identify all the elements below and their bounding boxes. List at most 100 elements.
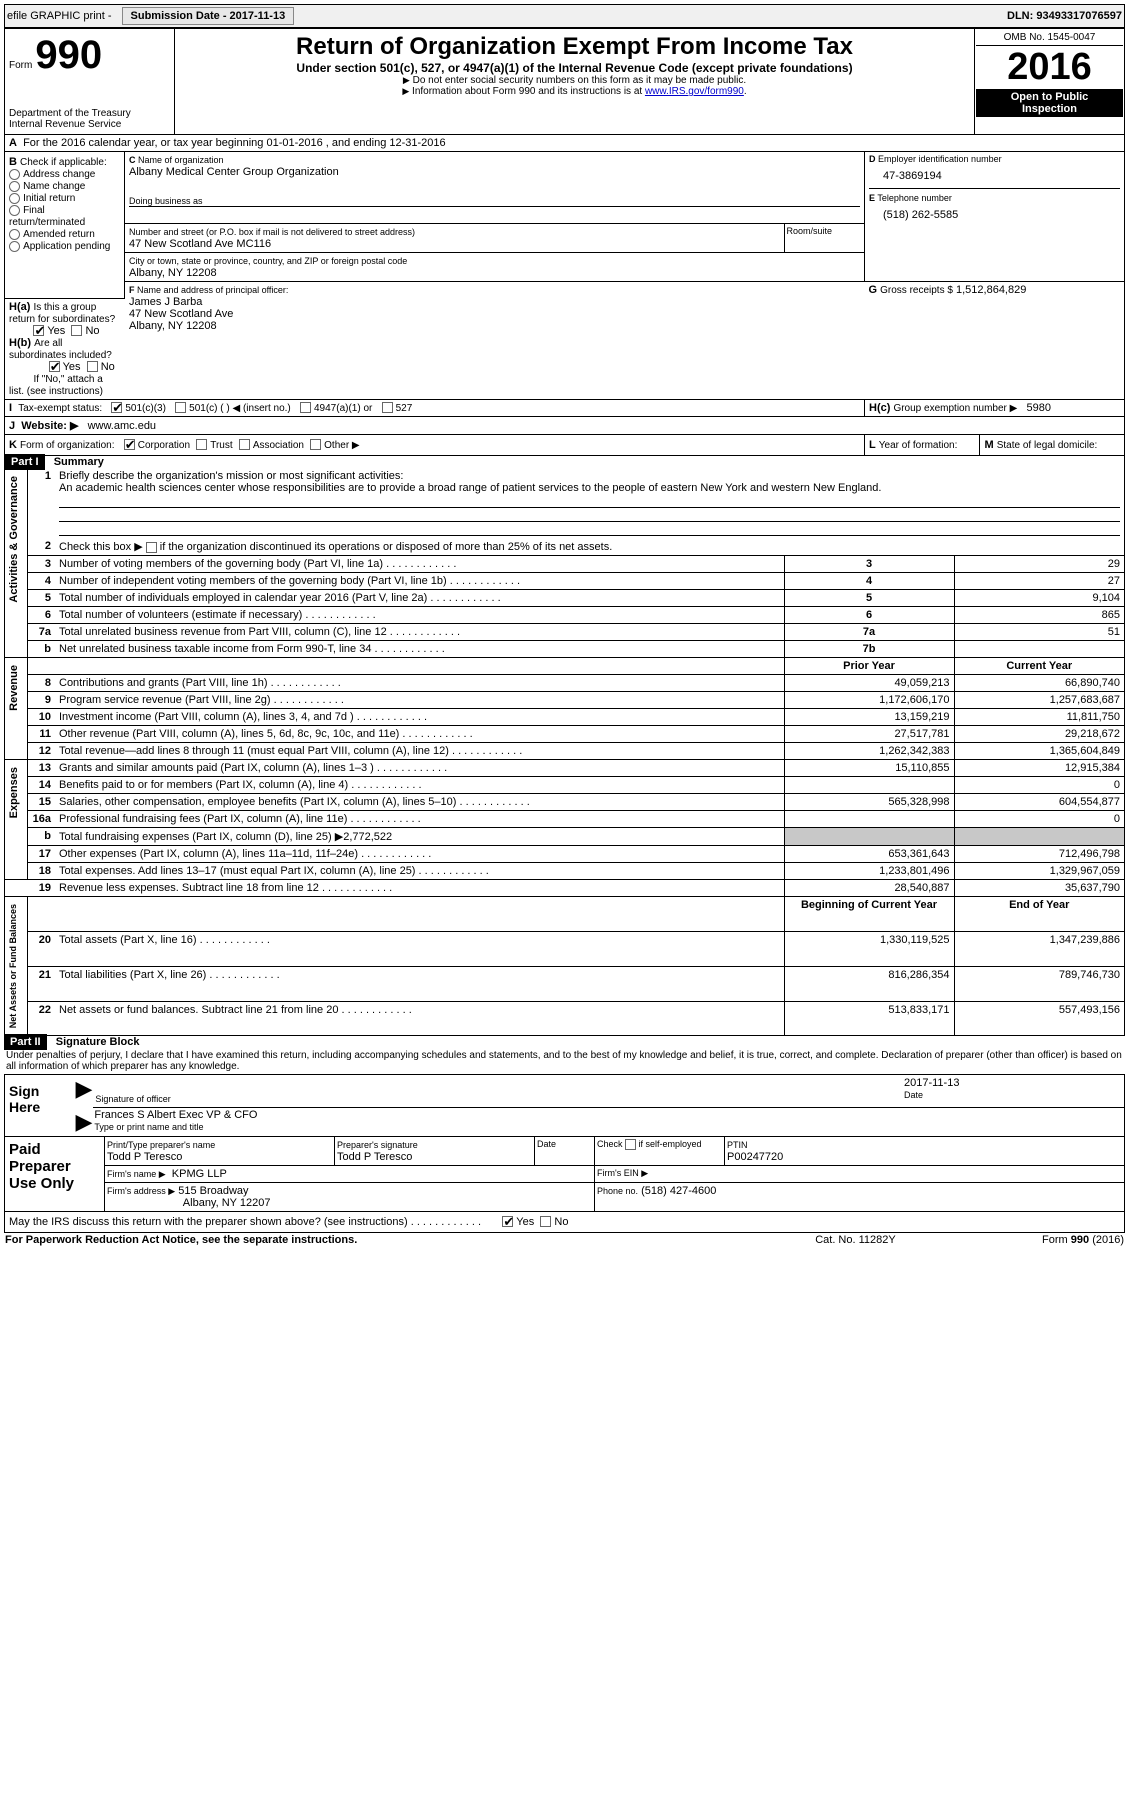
website-label: Website: ▶ bbox=[21, 420, 78, 432]
firm-addr: 515 Broadway bbox=[178, 1185, 248, 1197]
yes-label: Yes bbox=[516, 1216, 534, 1228]
discuss-no-checkbox[interactable] bbox=[540, 1216, 551, 1227]
corp-checkbox[interactable] bbox=[124, 439, 135, 450]
no-label: No bbox=[101, 361, 115, 373]
declaration-text: Under penalties of perjury, I declare th… bbox=[4, 1048, 1125, 1074]
firm-addr-label: Firm's address ▶ bbox=[107, 1186, 175, 1196]
part1-title: Part I bbox=[5, 454, 45, 470]
527-checkbox[interactable] bbox=[382, 402, 393, 413]
gross-receipts-label: Gross receipts $ bbox=[880, 285, 953, 296]
paperwork-notice: For Paperwork Reduction Act Notice, see … bbox=[5, 1234, 357, 1246]
hb-no-checkbox[interactable] bbox=[87, 361, 98, 372]
part1-table: Activities & Governance 1 Briefly descri… bbox=[5, 468, 1124, 1036]
exp-prior: 1,233,801,496 bbox=[784, 863, 954, 880]
exp-curr: 0 bbox=[954, 777, 1124, 794]
net-prior: 816,286,354 bbox=[784, 966, 954, 1001]
gov-row-val: 9,104 bbox=[954, 590, 1124, 607]
exp-row-text: Grants and similar amounts paid (Part IX… bbox=[55, 760, 784, 777]
501c3-checkbox[interactable] bbox=[111, 402, 122, 413]
hb-yes-checkbox[interactable] bbox=[49, 361, 60, 372]
rev-row-text: Total revenue—add lines 8 through 11 (mu… bbox=[55, 743, 784, 760]
application-pending-checkbox[interactable] bbox=[9, 241, 20, 252]
501c-checkbox[interactable] bbox=[175, 402, 186, 413]
city-value: Albany, NY 12208 bbox=[129, 267, 217, 279]
sig-date-value: 2017-11-13 bbox=[904, 1077, 959, 1089]
discuss-yes-checkbox[interactable] bbox=[502, 1216, 513, 1227]
form-org-label: Form of organization: bbox=[20, 440, 115, 451]
exp-prior: 28,540,887 bbox=[784, 880, 954, 897]
exp-prior: 653,361,643 bbox=[784, 846, 954, 863]
rev-curr: 1,365,604,849 bbox=[954, 743, 1124, 760]
amended-return-checkbox[interactable] bbox=[9, 229, 20, 240]
end-year-header: End of Year bbox=[954, 897, 1124, 932]
net-prior: 513,833,171 bbox=[784, 1001, 954, 1035]
hb-note: If "No," attach a list. (see instruction… bbox=[9, 374, 103, 397]
self-employed-checkbox[interactable] bbox=[625, 1139, 636, 1150]
ha-no-checkbox[interactable] bbox=[71, 325, 82, 336]
4947-label: 4947(a)(1) or bbox=[314, 403, 372, 414]
other-label: Other ▶ bbox=[324, 440, 359, 451]
exp-row-text: Benefits paid to or for members (Part IX… bbox=[55, 777, 784, 794]
4947-checkbox[interactable] bbox=[300, 402, 311, 413]
gov-row-num: 4 bbox=[784, 573, 954, 590]
assoc-label: Association bbox=[253, 440, 304, 451]
q2-label: Check this box ▶ if the organization dis… bbox=[59, 541, 612, 553]
room-suite-label: Room/suite bbox=[784, 224, 864, 253]
rev-row-text: Program service revenue (Part VIII, line… bbox=[55, 692, 784, 709]
name-change-label: Name change bbox=[23, 181, 85, 192]
gov-row-num: 5 bbox=[784, 590, 954, 607]
form-subtitle: Under section 501(c), 527, or 4947(a)(1)… bbox=[179, 61, 970, 75]
prep-sig: Todd P Teresco bbox=[337, 1151, 412, 1163]
gov-row-num: 6 bbox=[784, 607, 954, 624]
other-checkbox[interactable] bbox=[310, 439, 321, 450]
check-applicable-label: Check if applicable: bbox=[20, 157, 107, 168]
type-name-label: Type or print name and title bbox=[94, 1122, 203, 1132]
ein-label: Employer identification number bbox=[878, 154, 1002, 164]
rev-row-text: Other revenue (Part VIII, column (A), li… bbox=[55, 726, 784, 743]
officer-addr1: 47 New Scotland Ave bbox=[129, 308, 233, 320]
irs-link[interactable]: www.IRS.gov/form990 bbox=[645, 86, 744, 97]
discontinued-checkbox[interactable] bbox=[146, 542, 157, 553]
gov-row-text: Total unrelated business revenue from Pa… bbox=[55, 624, 784, 641]
final-return-checkbox[interactable] bbox=[9, 205, 20, 216]
yes-label: Yes bbox=[47, 325, 65, 337]
submission-date-button[interactable]: Submission Date - 2017-11-13 bbox=[122, 7, 295, 25]
rev-row-text: Investment income (Part VIII, column (A)… bbox=[55, 709, 784, 726]
prep-name: Todd P Teresco bbox=[107, 1151, 182, 1163]
ha-yes-checkbox[interactable] bbox=[33, 325, 44, 336]
paid-preparer-label: Paid Preparer Use Only bbox=[5, 1137, 105, 1212]
initial-return-checkbox[interactable] bbox=[9, 193, 20, 204]
trust-checkbox[interactable] bbox=[196, 439, 207, 450]
net-row-text: Total liabilities (Part X, line 26) bbox=[55, 966, 784, 1001]
rev-prior: 13,159,219 bbox=[784, 709, 954, 726]
assoc-checkbox[interactable] bbox=[239, 439, 250, 450]
corp-label: Corporation bbox=[138, 440, 190, 451]
omb-label: OMB No. 1545-0047 bbox=[976, 30, 1123, 46]
amended-return-label: Amended return bbox=[23, 229, 95, 240]
exp-curr: 0 bbox=[954, 811, 1124, 828]
prep-date-label: Date bbox=[535, 1137, 595, 1166]
city-label: City or town, state or province, country… bbox=[129, 256, 407, 266]
governance-side-label: Activities & Governance bbox=[6, 470, 22, 609]
gov-row-num: 7a bbox=[784, 624, 954, 641]
dba-label: Doing business as bbox=[129, 196, 860, 207]
address-change-checkbox[interactable] bbox=[9, 169, 20, 180]
gov-row-text: Total number of volunteers (estimate if … bbox=[55, 607, 784, 624]
calendar-year-text: For the 2016 calendar year, or tax year … bbox=[23, 137, 446, 149]
efile-topbar: efile GRAPHIC print - Submission Date - … bbox=[4, 4, 1125, 28]
gov-row-num: 3 bbox=[784, 556, 954, 573]
net-row-text: Net assets or fund balances. Subtract li… bbox=[55, 1001, 784, 1035]
no-label: No bbox=[554, 1216, 568, 1228]
ptin-value: P00247720 bbox=[727, 1151, 783, 1163]
revenue-side-label: Revenue bbox=[6, 659, 22, 717]
name-change-checkbox[interactable] bbox=[9, 181, 20, 192]
exp-prior bbox=[784, 811, 954, 828]
address-change-label: Address change bbox=[23, 169, 95, 180]
netassets-side-label: Net Assets or Fund Balances bbox=[6, 898, 20, 1034]
phone-value: (518) 262-5585 bbox=[869, 203, 1120, 227]
prep-name-label: Print/Type preparer's name bbox=[107, 1140, 215, 1150]
hc-label: Group exemption number ▶ bbox=[893, 403, 1017, 414]
entity-info-table: A For the 2016 calendar year, or tax yea… bbox=[4, 135, 1125, 456]
firm-phone-label: Phone no. bbox=[597, 1186, 638, 1196]
dln-label: DLN: 93493317076597 bbox=[1007, 10, 1122, 22]
